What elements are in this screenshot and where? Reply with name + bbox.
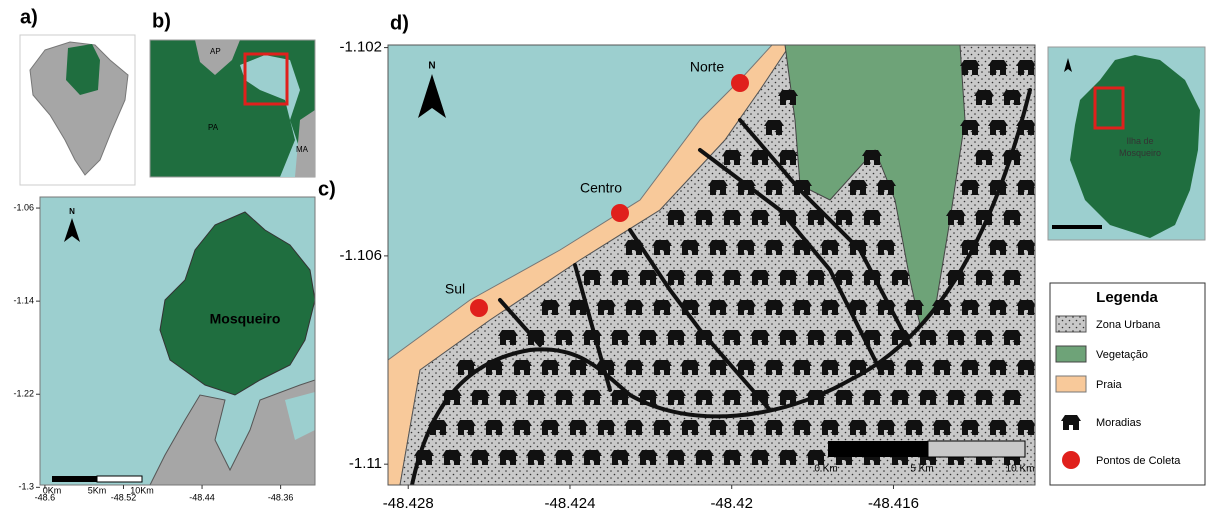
- scale-bar: [52, 476, 97, 482]
- legend-swatch: [1056, 376, 1086, 392]
- island-label: Mosqueiro: [210, 311, 281, 327]
- point-label: Sul: [445, 281, 465, 297]
- x-tick-label: -48.6: [35, 492, 56, 502]
- legend-label: Vegetação: [1096, 349, 1148, 361]
- point-label: Centro: [580, 180, 622, 196]
- y-tick-label: -1.3: [18, 482, 34, 492]
- panel-label: d): [390, 12, 409, 34]
- scale-bar: [828, 441, 928, 457]
- scale-label: 10 Km: [1006, 464, 1035, 475]
- y-tick-label: -1.11: [349, 455, 382, 472]
- collection-point: [470, 299, 488, 317]
- point-label: Norte: [690, 59, 724, 75]
- state-label: PA: [208, 123, 219, 132]
- y-tick-label: -1.106: [339, 247, 382, 264]
- x-tick-label: -48.428: [383, 495, 434, 512]
- y-tick-label: -1.06: [13, 202, 34, 212]
- legend-label: Moradias: [1096, 417, 1142, 429]
- x-tick-label: -48.52: [111, 492, 137, 502]
- y-tick-label: -1.102: [339, 39, 382, 56]
- scale-label: 0 Km: [814, 464, 837, 475]
- y-tick-label: -1.22: [13, 389, 34, 399]
- x-tick-label: -48.36: [268, 492, 294, 502]
- y-tick-label: -1.14: [13, 296, 34, 306]
- state-label: AP: [210, 47, 221, 56]
- x-tick-label: -48.44: [189, 492, 215, 502]
- panel-label: c): [318, 178, 336, 200]
- north-label: N: [428, 61, 435, 72]
- page: AP PA MA Mosqueiro N 0Km 5Km 10Km N Nort…: [0, 0, 1211, 526]
- state-label: MA: [296, 145, 309, 154]
- collection-point: [731, 74, 749, 92]
- scale-label: 5 Km: [910, 464, 933, 475]
- x-tick-label: -48.424: [545, 495, 596, 512]
- collection-point: [611, 204, 629, 222]
- legend-swatch: [1056, 316, 1086, 332]
- x-tick-label: -48.416: [868, 495, 919, 512]
- legend-label: Pontos de Coleta: [1096, 455, 1181, 467]
- scale-label: 5Km: [88, 485, 107, 495]
- scale-bar: [97, 476, 142, 482]
- legend-title: Legenda: [1096, 289, 1158, 306]
- panel-label: b): [152, 10, 171, 32]
- x-tick-label: -48.42: [710, 495, 753, 512]
- legend-label: Zona Urbana: [1096, 319, 1161, 331]
- figure: AP PA MA Mosqueiro N 0Km 5Km 10Km N Nort…: [0, 0, 1211, 521]
- north-label: N: [69, 207, 75, 216]
- scale-bar: [1052, 225, 1102, 229]
- legend-swatch: [1056, 346, 1086, 362]
- legend-point: [1062, 451, 1080, 469]
- legend-label: Praia: [1096, 379, 1123, 391]
- panel-label: a): [20, 6, 38, 28]
- scale-bar: [928, 441, 1025, 457]
